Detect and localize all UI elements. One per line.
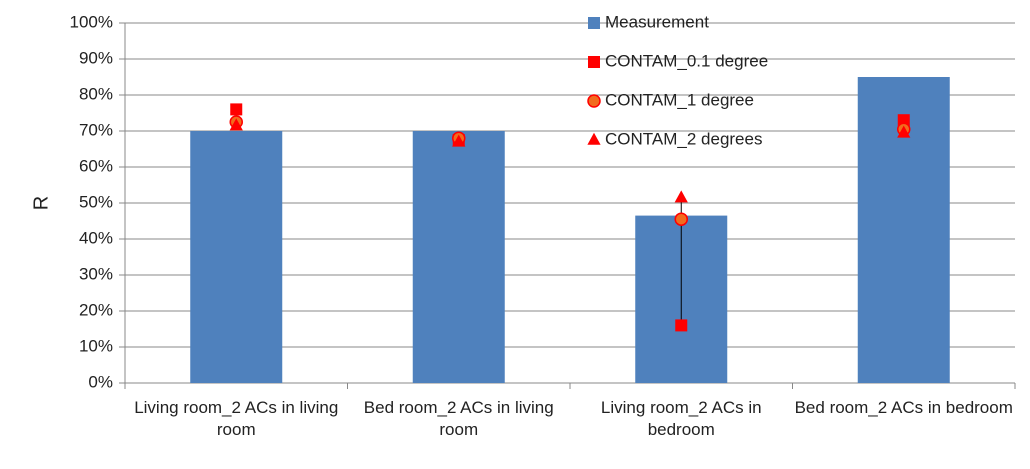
legend-swatch	[587, 94, 601, 108]
marker	[452, 134, 466, 147]
legend-label: Measurement	[605, 12, 709, 31]
bar	[190, 131, 283, 383]
y-tick-label: 10%	[79, 336, 113, 355]
marker	[675, 319, 688, 332]
y-tick-label: 30%	[79, 264, 113, 283]
marker	[229, 118, 243, 131]
x-tick-label: Bed room_2 ACs in living room	[363, 398, 554, 439]
legend-swatch	[587, 132, 601, 145]
bar	[412, 131, 505, 383]
marker	[230, 103, 243, 116]
legend-label: CONTAM_0.1 degree	[605, 51, 768, 70]
y-axis-label: R	[30, 196, 52, 210]
y-tick-label: 20%	[79, 300, 113, 319]
y-tick-label: 80%	[79, 84, 113, 103]
marker	[897, 125, 911, 138]
legend-label: CONTAM_2 degrees	[605, 129, 762, 148]
legend-swatch	[588, 17, 600, 29]
y-tick-label: 70%	[79, 120, 113, 139]
x-tick-label: Living room_2 ACs in bedroom	[600, 398, 762, 439]
legend-swatch	[588, 56, 600, 68]
y-tick-label: 90%	[79, 48, 113, 67]
y-tick-label: 60%	[79, 156, 113, 175]
marker	[674, 190, 688, 203]
y-tick-label: 0%	[88, 372, 113, 391]
x-tick-label: Living room_2 ACs in living room	[134, 398, 339, 439]
x-tick-label: Bed room_2 ACs in bedroom	[794, 398, 1013, 417]
legend-label: CONTAM_1 degree	[605, 90, 754, 109]
y-tick-label: 50%	[79, 192, 113, 211]
marker	[674, 212, 688, 226]
y-tick-label: 100%	[70, 12, 113, 31]
y-tick-label: 40%	[79, 228, 113, 247]
